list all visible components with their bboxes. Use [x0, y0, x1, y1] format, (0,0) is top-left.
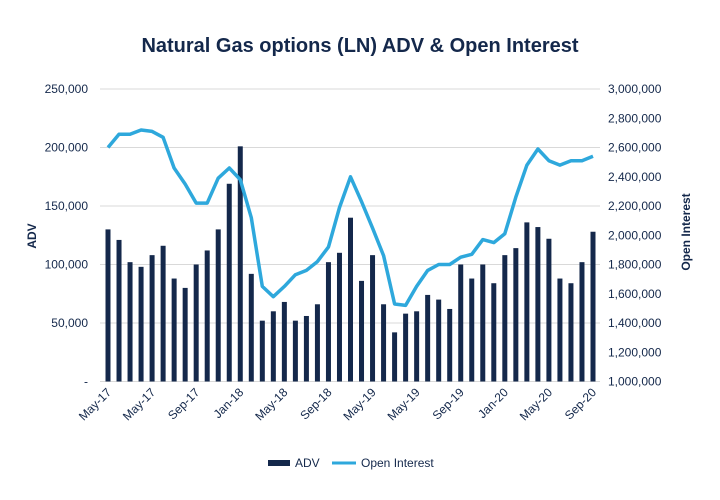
adv-bar	[149, 255, 155, 382]
adv-bar	[215, 229, 221, 382]
adv-bar	[579, 262, 585, 382]
adv-bar	[138, 266, 144, 382]
y2-tick-label: 1,400,000	[608, 316, 662, 330]
y2-tick-label: 2,000,000	[608, 228, 662, 242]
adv-bar	[314, 304, 320, 382]
y2-tick-label: 1,000,000	[608, 375, 662, 389]
adv-bar	[403, 313, 409, 382]
x-axis-ticks: May-17 May-17 Sep-17 Jan-18 May-18 Sep-18 May-…	[76, 385, 599, 423]
adv-bar	[116, 239, 122, 382]
adv-bar	[546, 238, 552, 382]
adv-bar	[105, 229, 111, 382]
adv-bar	[160, 245, 166, 382]
adv-bar	[270, 311, 276, 382]
legend: ADV Open Interest	[268, 456, 434, 470]
adv-bar	[226, 183, 232, 382]
y2-tick-label: 1,600,000	[608, 287, 662, 301]
adv-bar	[325, 262, 331, 382]
adv-bar	[524, 222, 530, 382]
adv-bar	[447, 308, 453, 382]
y-tick-label: 150,000	[45, 199, 89, 213]
adv-bar	[436, 299, 442, 382]
y2-axis-ticks: 1,000,000 1,200,000 1,400,000 1,600,000 1,80…	[608, 82, 662, 389]
y-tick-label: 200,000	[45, 141, 89, 155]
y2-tick-label: 3,000,000	[608, 82, 662, 96]
y-tick-label: 50,000	[51, 316, 88, 330]
adv-bar	[370, 255, 376, 382]
adv-bar	[590, 231, 596, 382]
x-tick-label: Sep-18	[297, 385, 334, 422]
adv-bar	[127, 262, 133, 382]
x-tick-label: Sep-20	[562, 385, 599, 422]
y2-tick-label: 2,800,000	[608, 111, 662, 125]
x-tick-label: Sep-19	[430, 385, 467, 422]
adv-bars	[105, 146, 596, 382]
adv-bar	[535, 227, 541, 382]
adv-bar	[513, 248, 519, 382]
adv-bar	[204, 250, 210, 382]
x-tick-label: May-19	[385, 385, 423, 423]
open-interest-polyline	[106, 128, 594, 308]
adv-bar	[193, 264, 199, 382]
y-axis-ticks: - 50,000 100,000 150,000 200,000 250,000	[45, 82, 89, 389]
x-tick-label: Jan-20	[475, 385, 511, 421]
x-tick-label: May-18	[252, 385, 290, 423]
x-tick-label: Sep-17	[165, 385, 202, 422]
legend-adv-swatch	[268, 460, 290, 466]
adv-bar	[458, 264, 464, 382]
y-axis-label: ADV	[25, 223, 39, 248]
y2-axis-label: Open Interest	[679, 193, 693, 270]
adv-bar	[281, 301, 287, 382]
legend-oi-label: Open Interest	[361, 456, 434, 470]
y2-tick-label: 1,800,000	[608, 258, 662, 272]
y2-tick-label: 2,400,000	[608, 170, 662, 184]
x-tick-label: May-17	[76, 385, 114, 423]
adv-bar	[392, 332, 398, 382]
adv-bar	[237, 146, 243, 382]
y2-tick-label: 1,200,000	[608, 345, 662, 359]
adv-bar	[336, 252, 342, 382]
y-tick-label: 250,000	[45, 82, 89, 96]
y-tick-label: -	[84, 375, 88, 389]
adv-bar	[381, 304, 387, 382]
x-tick-label: May-17	[120, 385, 158, 423]
adv-bar	[469, 278, 475, 382]
adv-bar	[182, 287, 188, 382]
y-tick-label: 100,000	[45, 258, 89, 272]
adv-bar	[491, 283, 497, 382]
x-tick-label: May-20	[517, 385, 555, 423]
chart-title: Natural Gas options (LN) ADV & Open Inte…	[141, 35, 578, 57]
adv-bar	[171, 278, 177, 382]
y2-tick-label: 2,200,000	[608, 199, 662, 213]
adv-bar	[303, 315, 309, 382]
adv-bar	[259, 320, 265, 382]
adv-bar	[292, 320, 298, 382]
adv-bar	[348, 217, 353, 382]
adv-bar	[248, 273, 254, 382]
x-tick-label: May-19	[340, 385, 378, 423]
adv-bar	[557, 278, 563, 382]
x-tick-label: Jan-18	[211, 385, 247, 421]
open-interest-line	[106, 128, 594, 308]
adv-bar	[568, 283, 574, 382]
adv-bar	[480, 264, 486, 382]
y2-tick-label: 2,600,000	[608, 141, 662, 155]
adv-bar	[414, 311, 420, 382]
legend-adv-label: ADV	[295, 456, 320, 470]
adv-bar	[425, 294, 431, 382]
adv-bar	[502, 255, 508, 382]
adv-bar	[359, 280, 365, 382]
